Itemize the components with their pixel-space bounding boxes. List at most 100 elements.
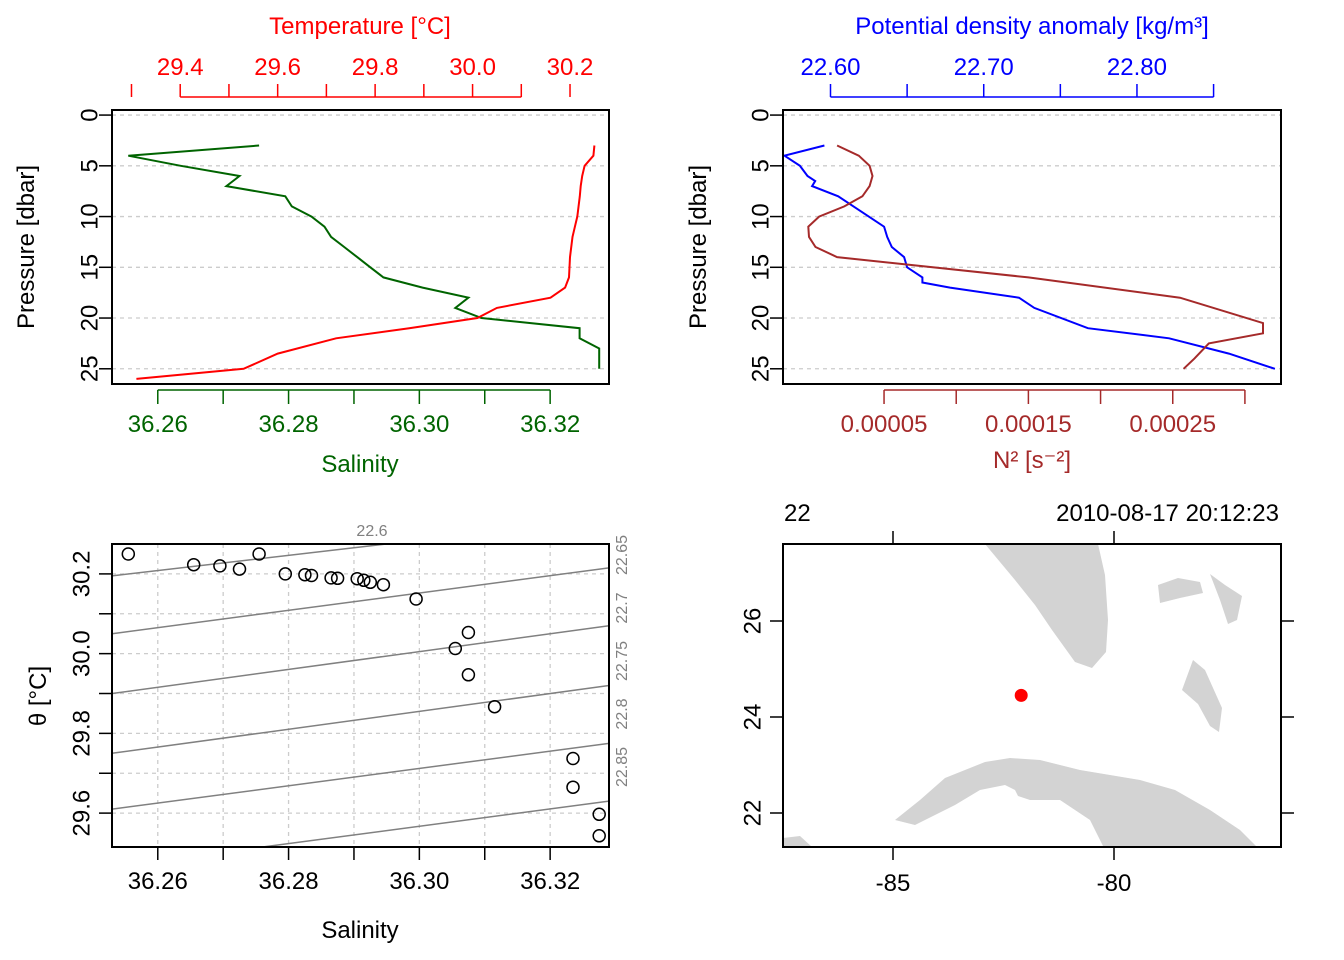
station-marker: [1014, 688, 1028, 702]
p2-pressure-axis-title: Pressure [dbar]: [685, 165, 712, 329]
ts-point: [363, 575, 378, 590]
p2-y-tick-label: 5: [748, 159, 775, 172]
p1-y-tick-label: 10: [77, 203, 104, 230]
isopycnal-label-right: 22.65: [614, 535, 631, 575]
p3-x-tick-label: 36.32: [520, 868, 580, 895]
station-datetime-label: 2010-08-17 20:12:23: [1056, 500, 1279, 527]
ts-salinity-axis-title: Salinity: [321, 917, 398, 944]
p1-bottom-tick-label: 36.32: [520, 411, 580, 438]
salinity-axis-title: Salinity: [321, 451, 398, 478]
map-land: [783, 544, 1257, 847]
p1-bottom-tick-label: 36.26: [128, 411, 188, 438]
ts-point: [592, 807, 606, 822]
n2-line: [807, 144, 1264, 370]
p1-y-tick-label: 20: [77, 305, 104, 332]
ts-point: [461, 668, 476, 682]
p3-x-tick-label: 36.28: [259, 868, 319, 895]
p4-map-frame: [782, 543, 1282, 848]
p1-y-axis: 0 5 10 15 20 25: [77, 108, 112, 382]
isopycnal-lines: [112, 544, 609, 847]
n2-axis: 0.00005 0.00015 0.00025: [841, 389, 1246, 438]
p2-y-axis: 0 5 10 15 20 25: [748, 108, 783, 382]
p2-y-tick-label: 25: [748, 355, 775, 382]
p1-top-tick-label: 29.6: [254, 54, 301, 81]
p1-gridlines: [112, 114, 609, 370]
density-axis: 22.60 22.70 22.80: [800, 54, 1215, 98]
p3-x-tick-label: 36.26: [128, 868, 188, 895]
isopycnal-label-right: 22.75: [614, 641, 631, 681]
isopycnal-label-right: 22.85: [614, 747, 631, 787]
p1-bottom-tick-label: 36.28: [259, 411, 319, 438]
p3-x-tick-label: 36.30: [389, 868, 449, 895]
ts-point: [592, 829, 606, 843]
temperature-line: [136, 145, 596, 380]
p1-top-tick-label: 30.2: [547, 54, 594, 81]
p2-top-tick-label: 22.60: [800, 54, 860, 81]
ts-point: [252, 547, 266, 561]
p2-bottom-tick-label: 0.00015: [985, 411, 1072, 438]
isopycnal-line: [112, 544, 393, 577]
p2-bottom-tick-label: 0.00005: [841, 411, 928, 438]
p3-plot-frame: [111, 543, 610, 848]
p1-y-tick-label: 25: [77, 355, 104, 382]
p1-y-tick-label: 15: [77, 254, 104, 281]
p1-pressure-axis-title: Pressure [dbar]: [13, 165, 40, 329]
temperature-axis-title: Temperature [°C]: [269, 13, 451, 40]
ts-point: [232, 562, 247, 576]
ts-point: [376, 577, 391, 592]
ts-point: [121, 547, 136, 561]
bahamas-island: [1210, 574, 1242, 624]
ts-point: [298, 567, 312, 582]
p2-y-tick-label: 20: [748, 305, 775, 332]
ts-point: [350, 571, 364, 586]
map-lat-tick-label: 22: [740, 800, 767, 827]
ts-point: [278, 567, 293, 581]
p2-y-tick-label: 10: [748, 203, 775, 230]
p1-top-tick-label: 29.4: [157, 54, 204, 81]
station-id-label: 22: [784, 500, 811, 527]
p2-top-tick-label: 22.70: [954, 54, 1014, 81]
map-lon-axis: -85 -80: [876, 531, 1131, 897]
bahamas-south: [1182, 660, 1222, 732]
salinity-axis: 36.26 36.28 36.30 36.32: [128, 389, 580, 438]
ts-point: [186, 557, 201, 572]
p3-y-tick-label: 30.2: [69, 551, 96, 598]
p1-top-tick-label: 29.8: [352, 54, 399, 81]
p2-gridlines: [783, 114, 1281, 370]
p2-bottom-tick-label: 0.00025: [1129, 411, 1216, 438]
ts-points: [121, 547, 606, 843]
ts-point: [448, 641, 463, 656]
p3-y-tick-label: 30.0: [69, 630, 96, 677]
p2-y-tick-label: 0: [748, 108, 775, 121]
map-lat-axis: 22 24 26: [740, 608, 1294, 827]
density-n2-panel: 0 5 10 15 20 25 22.60 22.70 22.80 0.00005 0.0001…: [685, 13, 1282, 474]
ts-point: [330, 571, 345, 586]
temperature-axis: 29.4 29.6 29.8 30.0 30.2: [130, 54, 594, 98]
isopycnal-line: [112, 567, 609, 635]
p3-y-tick-label: 29.8: [69, 710, 96, 757]
p3-y-tick-label: 29.6: [69, 790, 96, 837]
ts-point: [324, 571, 338, 585]
ts-point: [487, 699, 502, 714]
isopycnal-label-right: 22.7: [614, 592, 631, 623]
ts-point: [213, 559, 227, 573]
p1-plot-frame: [111, 109, 610, 385]
isopycnal-labels: 22.6 22.65 22.7 22.75 22.8 22.85: [356, 523, 631, 787]
salinity-line: [128, 144, 601, 369]
ts-point: [461, 625, 476, 640]
ts-point: [566, 751, 580, 766]
theta-axis-title: θ [°C]: [25, 666, 52, 726]
n2-axis-title: N² [s⁻²]: [993, 447, 1071, 474]
p1-bottom-tick-label: 36.30: [389, 411, 449, 438]
ts-point: [357, 573, 371, 588]
density-axis-title: Potential density anomaly [kg/m³]: [855, 13, 1209, 40]
isopycnal-line: [112, 742, 609, 810]
florida-land: [985, 544, 1108, 668]
p1-y-tick-label: 5: [77, 159, 104, 172]
isopycnal-line: [112, 624, 609, 695]
map-lat-tick-label: 26: [740, 608, 767, 635]
ts-point: [304, 568, 319, 583]
